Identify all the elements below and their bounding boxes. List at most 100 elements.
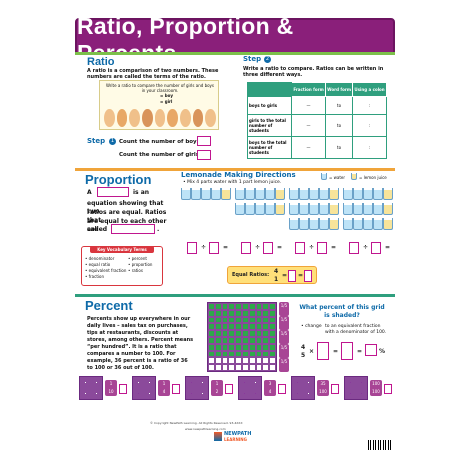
fraction-cell[interactable]: — bbox=[290, 96, 327, 115]
grid-cell bbox=[358, 383, 361, 386]
grid-cell bbox=[86, 383, 89, 386]
grid-cell bbox=[351, 394, 354, 397]
grid-cell bbox=[82, 396, 85, 399]
cup-fraction-input[interactable] bbox=[187, 242, 197, 254]
water-cup-icon bbox=[299, 218, 309, 230]
proportion-text-d: ratios are equal. Ratios that bbox=[87, 209, 167, 224]
colon-cell[interactable]: : bbox=[352, 96, 387, 115]
grid-cell bbox=[296, 383, 299, 386]
cup-fraction-input[interactable] bbox=[371, 242, 381, 254]
grid-cell bbox=[82, 377, 85, 380]
ratio-band bbox=[75, 52, 395, 55]
grid-cell bbox=[258, 392, 261, 395]
equal-ratios-input[interactable] bbox=[288, 270, 296, 282]
grid-cell bbox=[192, 381, 195, 384]
grid-cell bbox=[84, 392, 87, 395]
grid-cell bbox=[137, 390, 140, 393]
percent-input[interactable] bbox=[365, 344, 377, 356]
grid-cell bbox=[307, 381, 310, 384]
grid-cell bbox=[88, 385, 91, 388]
equal-ratios-input[interactable] bbox=[304, 270, 312, 282]
water-cup-icon bbox=[245, 203, 255, 215]
fraction-cell[interactable]: — bbox=[290, 136, 327, 159]
word-cell[interactable]: to bbox=[325, 114, 354, 137]
grid-cell bbox=[294, 394, 297, 397]
grid-cell bbox=[190, 390, 193, 393]
water-cup-icon bbox=[353, 188, 363, 200]
grid-cell bbox=[84, 377, 87, 380]
grid-cell bbox=[347, 383, 350, 386]
grid-cell bbox=[242, 323, 249, 331]
grid-cell bbox=[245, 381, 248, 384]
student-face-icon bbox=[192, 109, 204, 127]
grid-cell bbox=[82, 385, 85, 388]
mini-percent-input[interactable] bbox=[172, 384, 180, 394]
grid-cell bbox=[303, 385, 306, 388]
mini-percent-input[interactable] bbox=[278, 384, 286, 394]
grid-cell bbox=[345, 385, 348, 388]
colon-cell[interactable]: : bbox=[352, 136, 387, 159]
cup-fraction-input[interactable] bbox=[209, 242, 219, 254]
mini-percent-input[interactable] bbox=[225, 384, 233, 394]
grid-cell bbox=[364, 394, 367, 397]
grid-cell bbox=[146, 381, 149, 384]
grid-cell bbox=[309, 396, 312, 399]
grid-cell bbox=[254, 381, 257, 384]
lemon-cup-icon bbox=[329, 188, 339, 200]
grid-cell bbox=[356, 383, 359, 386]
water-cup-icon bbox=[299, 188, 309, 200]
result-fraction-input[interactable] bbox=[341, 342, 353, 360]
grid-cell bbox=[133, 394, 136, 397]
grid-cell bbox=[292, 381, 295, 384]
grid-cell bbox=[133, 392, 136, 395]
grid-cell bbox=[292, 385, 295, 388]
grid-cell bbox=[135, 383, 138, 386]
cup-fraction-input[interactable] bbox=[263, 242, 273, 254]
grid-cell bbox=[99, 377, 102, 380]
multiplier-input[interactable] bbox=[317, 342, 329, 360]
grid-cell bbox=[292, 392, 295, 395]
grid-cell bbox=[351, 377, 354, 380]
percent-band bbox=[75, 294, 395, 297]
grid-cell bbox=[186, 377, 189, 380]
equal-ratios-term-input[interactable] bbox=[111, 224, 155, 234]
grid-cell bbox=[349, 383, 352, 386]
grid-cell bbox=[248, 357, 256, 365]
grid-cell bbox=[358, 387, 361, 391]
grid-cell bbox=[250, 381, 253, 384]
cup-fraction-input[interactable] bbox=[349, 242, 359, 254]
grid-cell bbox=[186, 392, 189, 395]
colon-cell[interactable]: : bbox=[352, 114, 387, 137]
grid-cell bbox=[214, 343, 222, 351]
mini-percent-input[interactable] bbox=[119, 384, 127, 394]
lemonade-cups bbox=[181, 188, 393, 234]
grid-cell bbox=[201, 392, 204, 395]
grid-cell bbox=[250, 387, 253, 391]
grid-cell bbox=[91, 383, 94, 386]
word-cell[interactable]: to bbox=[325, 96, 354, 115]
vocab-left-3: • fraction bbox=[85, 274, 104, 279]
grid-cell bbox=[358, 396, 361, 399]
fraction-cell[interactable]: — bbox=[290, 114, 327, 137]
mini-percent-input[interactable] bbox=[331, 384, 339, 394]
girls-count-input[interactable] bbox=[197, 150, 211, 160]
grid-cell bbox=[97, 394, 100, 397]
lemon-cup-icon bbox=[275, 203, 285, 215]
grid-cell bbox=[300, 392, 303, 395]
proportion-term-input[interactable] bbox=[97, 187, 129, 197]
mini-percent-input[interactable] bbox=[384, 384, 392, 394]
word-cell[interactable]: to bbox=[325, 136, 354, 159]
legend-boy: = boy bbox=[160, 93, 173, 98]
cup-fraction-input[interactable] bbox=[295, 242, 305, 254]
grid-cell bbox=[208, 309, 215, 317]
cup-fraction-input[interactable] bbox=[241, 242, 251, 254]
fraction-numerator: 3 bbox=[268, 381, 272, 386]
ratio-table-header: Word form bbox=[325, 82, 354, 97]
boys-count-input[interactable] bbox=[197, 136, 211, 146]
grid-cell bbox=[269, 350, 276, 358]
grid-cell bbox=[349, 385, 352, 388]
grid-cell bbox=[146, 385, 149, 388]
grid-cell bbox=[294, 396, 297, 399]
cup-fraction-input[interactable] bbox=[317, 242, 327, 254]
